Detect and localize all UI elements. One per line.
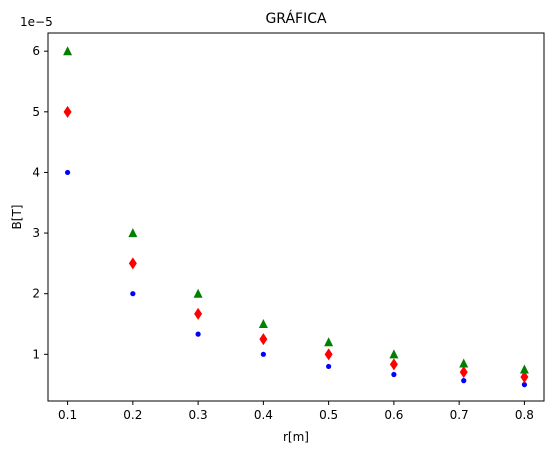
data-point-diamond bbox=[459, 366, 468, 379]
data-point-diamond bbox=[63, 105, 72, 118]
x-tick-label: 0.7 bbox=[450, 408, 469, 422]
y-offset-text: 1e−5 bbox=[20, 15, 53, 29]
data-point-diamond bbox=[324, 348, 333, 361]
data-point-circle bbox=[130, 291, 136, 297]
y-tick-label: 6 bbox=[32, 44, 40, 58]
y-tick-label: 1 bbox=[32, 347, 40, 361]
data-point-diamond bbox=[128, 257, 137, 270]
data-point-circle bbox=[64, 169, 71, 176]
data-point-circle bbox=[326, 363, 332, 370]
x-tick-label: 0.1 bbox=[58, 408, 77, 422]
data-point-triangle bbox=[128, 228, 138, 238]
x-tick-label: 0.3 bbox=[189, 408, 208, 422]
plot-area bbox=[63, 46, 529, 388]
data-point-triangle bbox=[324, 337, 334, 347]
y-tick-label: 2 bbox=[32, 287, 40, 301]
x-tick-label: 0.6 bbox=[384, 408, 403, 422]
data-point-circle bbox=[461, 378, 467, 384]
x-tick-label: 0.5 bbox=[319, 408, 338, 422]
data-point-triangle bbox=[258, 319, 268, 329]
data-point-triangle bbox=[63, 46, 73, 56]
data-point-diamond bbox=[259, 333, 268, 346]
x-axis-label: r[m] bbox=[283, 430, 309, 444]
data-point-triangle bbox=[193, 288, 203, 298]
data-point-circle bbox=[260, 351, 266, 357]
y-axis: 1 2 3 4 5 6 bbox=[32, 44, 48, 361]
plot-frame bbox=[47, 32, 545, 402]
x-tick-label: 0.8 bbox=[515, 408, 534, 422]
data-point-circle bbox=[391, 371, 397, 378]
y-tick-label: 4 bbox=[32, 165, 40, 179]
data-point-diamond bbox=[389, 358, 398, 371]
y-tick-label: 3 bbox=[32, 226, 40, 240]
data-point-diamond bbox=[520, 371, 529, 384]
data-point-triangle bbox=[459, 358, 469, 368]
x-tick-label: 0.2 bbox=[123, 408, 142, 422]
data-point-circle bbox=[521, 382, 528, 388]
y-tick-label: 5 bbox=[32, 105, 40, 119]
data-point-diamond bbox=[194, 307, 203, 320]
x-axis: 0.1 0.2 0.3 0.4 0.5 0.6 0.7 0.8 bbox=[58, 401, 534, 422]
y-axis-label: B[T] bbox=[10, 205, 24, 230]
x-tick-label: 0.4 bbox=[254, 408, 273, 422]
data-point-triangle bbox=[389, 349, 399, 359]
data-point-circle bbox=[195, 331, 201, 337]
chart-title: GRÁFICA bbox=[265, 10, 327, 27]
data-point-triangle bbox=[519, 364, 529, 374]
